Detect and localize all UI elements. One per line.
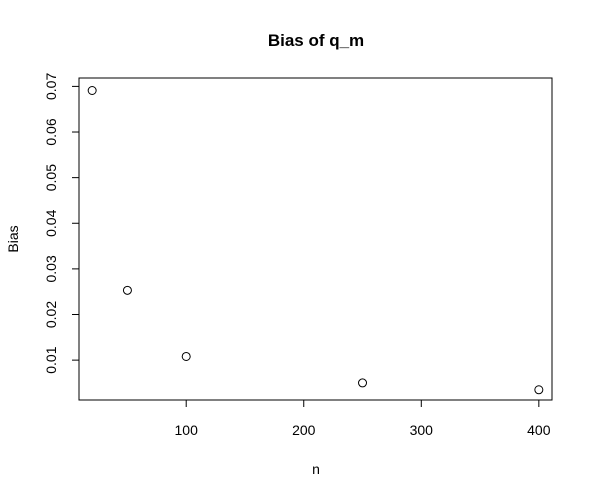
y-tick-label: 0.03: [43, 255, 59, 282]
y-tick-label: 0.05: [43, 164, 59, 191]
x-tick-label: 300: [410, 422, 434, 438]
x-tick-label: 100: [175, 422, 199, 438]
data-point: [534, 385, 544, 395]
chart-title: Bias of q_m: [268, 31, 364, 50]
plot-area-border: [78, 77, 553, 401]
data-point: [181, 351, 191, 361]
x-axis-label: n: [312, 461, 320, 477]
y-tick-label: 0.06: [43, 118, 59, 145]
data-point: [87, 86, 97, 96]
y-axis: 0.01 0.02 0.03 0.04 0.05 0.06 0.07: [43, 73, 80, 374]
y-axis-label: Bias: [5, 225, 21, 252]
y-tick-label: 0.07: [43, 73, 59, 100]
data-point: [358, 378, 368, 388]
data-point: [122, 285, 132, 295]
x-tick-label: 200: [292, 422, 316, 438]
y-tick-label: 0.01: [43, 346, 59, 373]
x-tick-label: 400: [527, 422, 551, 438]
x-axis: 100 200 300 400: [175, 399, 551, 438]
data-points: [87, 86, 544, 395]
y-tick-label: 0.04: [43, 209, 59, 236]
y-tick-label: 0.02: [43, 301, 59, 328]
